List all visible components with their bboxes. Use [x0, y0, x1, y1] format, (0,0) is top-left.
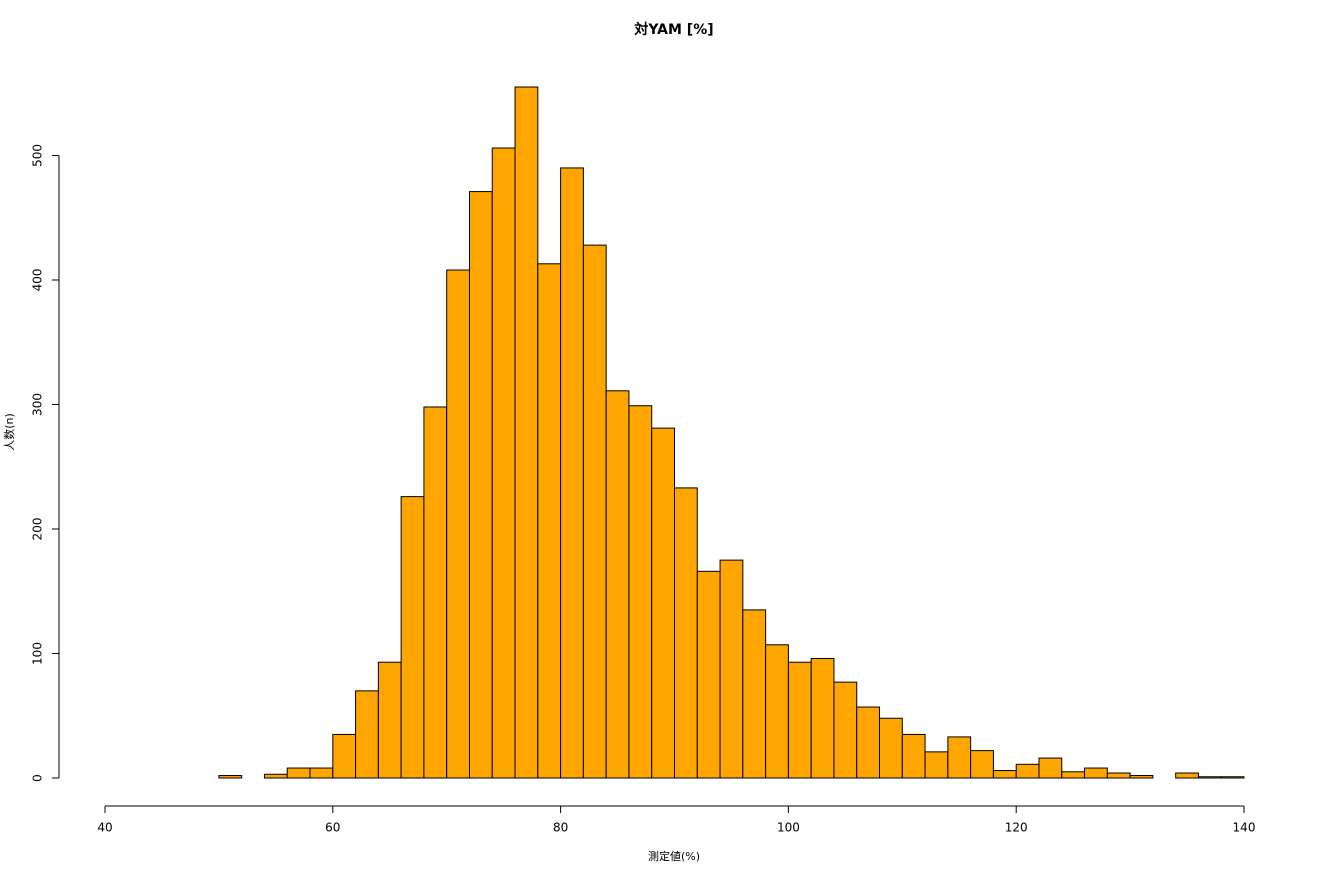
bar	[810, 657, 835, 779]
x-tick-label: 40	[97, 821, 112, 835]
y-tick-label: 100	[31, 642, 45, 665]
bar	[1038, 757, 1063, 779]
bar	[1015, 763, 1040, 779]
y-tick-label: 400	[31, 269, 45, 292]
x-tick-label: 60	[325, 821, 340, 835]
bar	[947, 736, 972, 779]
bar	[468, 191, 493, 779]
x-tick-label: 100	[777, 821, 800, 835]
bar	[332, 733, 357, 779]
y-axis-label: 人数(n)	[3, 413, 16, 451]
x-tick-label: 140	[1233, 821, 1256, 835]
bar	[446, 269, 470, 779]
bar	[1220, 776, 1245, 779]
bar	[765, 644, 789, 779]
bar	[582, 244, 607, 779]
bar	[377, 661, 402, 779]
bar	[423, 406, 448, 779]
bar	[742, 609, 767, 779]
bar	[286, 767, 311, 779]
bar	[1106, 772, 1131, 779]
bar	[879, 717, 903, 779]
bar	[1197, 776, 1222, 779]
bar	[491, 147, 516, 779]
bar	[1129, 775, 1154, 779]
x-tick-label: 120	[1005, 821, 1028, 835]
x-axis-label: 測定値(%)	[648, 849, 700, 863]
y-tick-label: 300	[31, 393, 45, 416]
bar	[787, 661, 812, 779]
bar	[901, 733, 926, 779]
bar	[696, 570, 721, 779]
bar	[560, 167, 584, 779]
x-tick-label: 80	[553, 821, 568, 835]
bar	[856, 706, 881, 779]
bar	[719, 559, 744, 779]
bar	[309, 767, 334, 779]
bar	[970, 750, 994, 779]
bar	[651, 427, 675, 779]
y-tick-label: 200	[31, 518, 45, 541]
chart-title: 対YAM [%]	[633, 21, 713, 38]
bar	[992, 770, 1017, 779]
bar	[924, 751, 949, 779]
bar	[833, 681, 858, 779]
y-tick-label: 500	[31, 144, 45, 167]
bar	[605, 390, 630, 779]
bar	[628, 405, 653, 779]
bar	[1084, 767, 1108, 779]
bar	[1061, 771, 1086, 779]
y-tick-label: 0	[31, 774, 45, 782]
bar	[400, 496, 425, 779]
bar	[674, 487, 698, 779]
bar	[218, 775, 243, 779]
bar	[537, 263, 562, 779]
bar	[1175, 772, 1199, 779]
bar	[514, 86, 539, 779]
bar	[355, 690, 379, 779]
bar	[263, 773, 288, 779]
